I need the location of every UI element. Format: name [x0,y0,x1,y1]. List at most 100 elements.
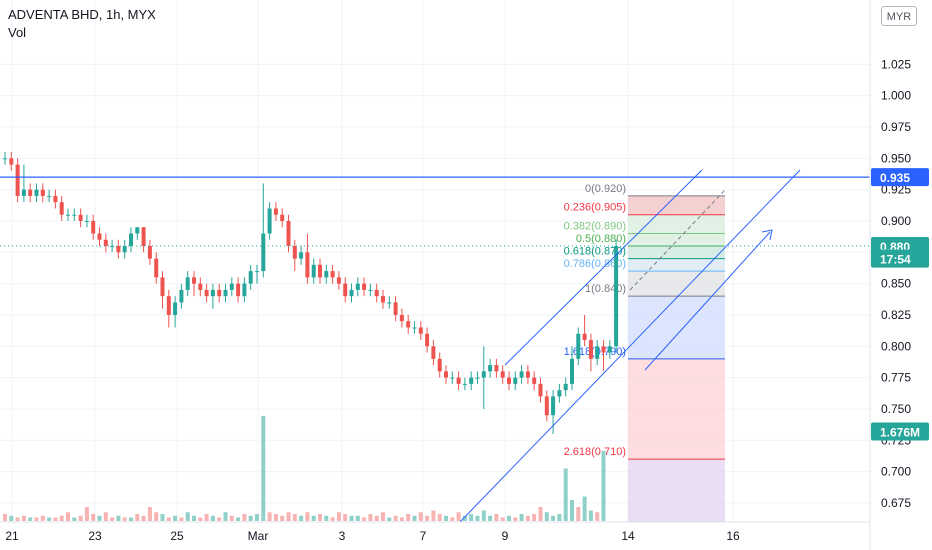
candle-body [330,271,335,278]
candle-body [185,277,190,290]
time-tick-label: 23 [88,529,102,543]
candle-body [462,383,467,385]
price-badge-label: 0.935 [880,171,910,185]
volume-bar [519,514,524,521]
fib-level-label: 2.618(0.710) [564,446,626,458]
price-tick-label: 0.750 [881,402,911,416]
volume-bar [456,512,461,521]
volume-bar [129,517,133,521]
candle-body [91,220,96,234]
fib-zone [628,258,725,272]
candle-body [116,246,121,253]
price-tick-label: 0.850 [881,277,911,291]
volume-bar [444,515,448,521]
volume-bar [242,514,247,521]
volume-bar [292,514,297,521]
candle-body [34,189,39,196]
volume-bar [66,512,70,521]
volume-bar [374,515,379,521]
candle-body [343,283,348,297]
candle-body [53,195,58,203]
price-tick-label: 0.825 [881,308,911,322]
candle-body [173,302,178,315]
candle-body [229,283,234,290]
volume-bar [336,512,341,521]
candle-body [507,377,511,384]
price-tick-label: 0.775 [881,371,911,385]
volume-bar [595,512,600,521]
candle-body [311,264,316,278]
candle-body [475,377,480,379]
candle-body [481,371,486,378]
candle-body [582,333,587,341]
candle-body [210,289,215,297]
volume-bar [53,517,58,521]
candle-body [456,377,461,384]
volume-bar [210,515,215,521]
currency-button[interactable]: MYR [881,6,917,26]
candle-body [154,258,159,278]
candle-body [355,283,360,290]
candle-body [362,283,367,290]
fib-zone [628,358,725,460]
fib-level-label: 0.618(0.870) [564,246,626,258]
volume-bar [601,451,606,521]
candle-body [450,377,455,379]
candle-body [494,365,499,372]
candle-body [217,289,222,297]
volume-bar [141,515,146,521]
volume-bar [255,514,259,521]
volume-label: Vol [8,25,27,40]
volume-bar [59,515,64,521]
volume-bar [261,416,266,521]
volume-bar [393,515,398,521]
volume-bar [355,515,360,521]
candle-body [387,302,392,304]
volume-bar [110,517,115,521]
price-tick-label: 0.975 [881,120,911,134]
candle-body [563,383,568,391]
volume-bar [198,517,203,521]
candle-body [488,365,493,372]
candle-body [349,289,354,297]
price-tick-label: 1.025 [881,57,911,71]
fib-level-label: 0.382(0.890) [564,221,626,233]
volume-bar [72,517,77,521]
trend-arrow [644,231,771,371]
volume-bar [135,514,140,521]
candle-body [40,189,45,196]
volume-bar [399,517,404,521]
candle-body [72,214,77,216]
trend-channel-upper [504,169,703,366]
candle-body [544,396,549,416]
candle-body [204,289,209,297]
volume-bar [84,507,89,521]
volume-bar [34,517,39,521]
symbol-title: ADVENTA BHD, 1h, MYX [8,7,156,22]
volume-bar [412,515,417,521]
volume-bar [236,517,241,521]
price-badge [871,422,929,441]
candle-body [280,214,285,221]
time-tick-label: 25 [170,529,184,543]
candle-body [437,358,442,372]
candle-body [614,246,619,347]
volume-bar [147,507,152,521]
volume-bar [570,500,574,521]
price-tick-label: 1.000 [881,89,911,103]
candle-body [286,220,291,247]
volume-bar [122,517,127,521]
volume-bar [217,517,222,521]
volume-bar [387,517,392,521]
candle-body [500,371,505,378]
volume-bar [525,515,530,521]
volume-bar [532,514,537,521]
volume-bar [469,514,474,521]
volume-bar [47,517,52,521]
volume-bar [28,517,33,521]
trend-channel-lower [459,169,801,523]
candle-body [122,246,127,253]
volume-bar [538,507,543,521]
volume-bar [160,514,165,521]
